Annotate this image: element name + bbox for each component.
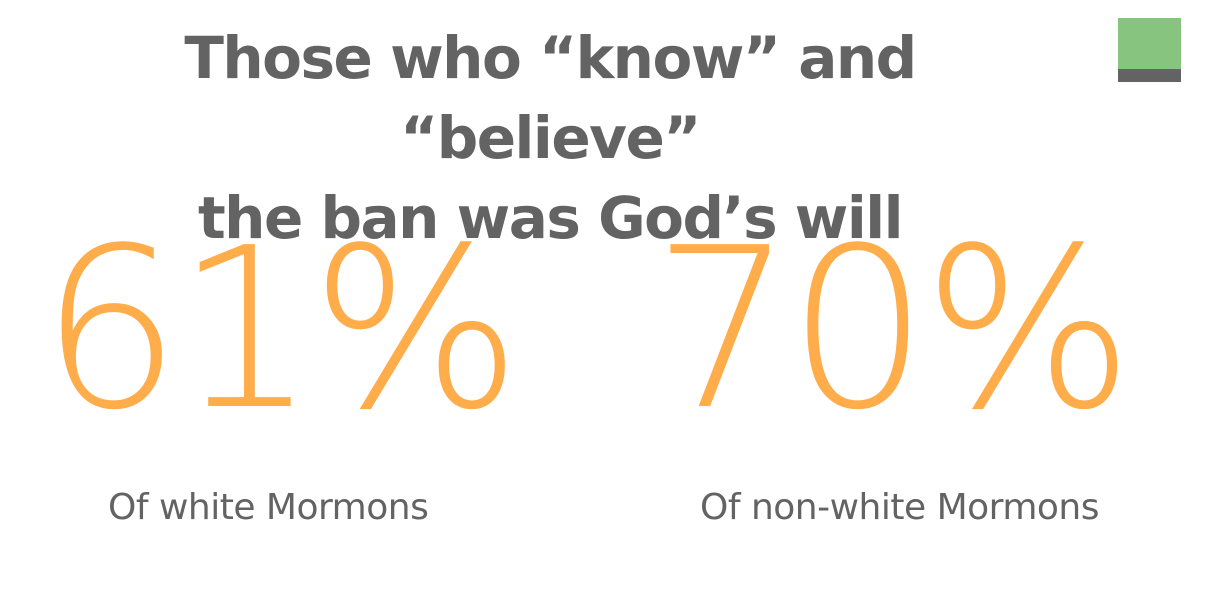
stat-white-mormons: 61%	[40, 201, 521, 459]
title-line-2: the ban was God’s will	[197, 184, 904, 252]
badge-green-block	[1118, 18, 1181, 69]
title-line-1: Those who “know” and “believe”	[184, 24, 917, 172]
stat-label-white: Of white Mormons	[108, 487, 429, 528]
badge-grey-bar	[1118, 69, 1181, 82]
stat-value-white: 61%	[40, 201, 521, 459]
stat-label-non-white: Of non-white Mormons	[700, 487, 1100, 528]
page-title: Those who “know” and “believe” the ban w…	[40, 18, 1060, 258]
corner-color-badge	[1118, 18, 1181, 82]
stat-value-non-white: 70%	[652, 201, 1133, 459]
stat-non-white-mormons: 70%	[650, 201, 1133, 459]
